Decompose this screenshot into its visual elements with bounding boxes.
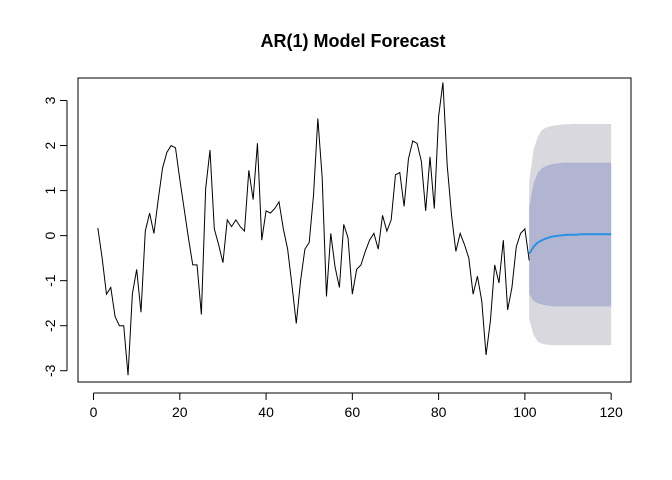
y-tick-label: 3 [42,96,58,104]
y-tick-label: 2 [42,141,58,149]
y-tick-label: -3 [42,364,58,377]
y-tick-label: 0 [42,232,58,240]
x-tick-label: 100 [513,404,537,420]
observed-line [97,82,530,376]
x-tick-label: 20 [172,404,188,420]
y-tick-label: 1 [42,186,58,194]
x-axis: 0 20 40 60 80 100 120 [90,392,623,420]
x-tick-label: 60 [345,404,361,420]
x-tick-label: 120 [599,404,623,420]
y-tick-label: -1 [42,274,58,287]
y-axis: -3 -2 -1 0 1 2 3 [42,96,68,377]
y-tick-label: -2 [42,319,58,332]
chart-title: AR(1) Model Forecast [260,31,445,51]
x-tick-label: 80 [431,404,447,420]
forecast-mean-line [528,233,612,255]
plot-frame [77,77,632,383]
x-tick-label: 0 [90,404,98,420]
observed-series [97,82,530,376]
forecast-series [528,233,612,255]
x-tick-label: 40 [258,404,274,420]
